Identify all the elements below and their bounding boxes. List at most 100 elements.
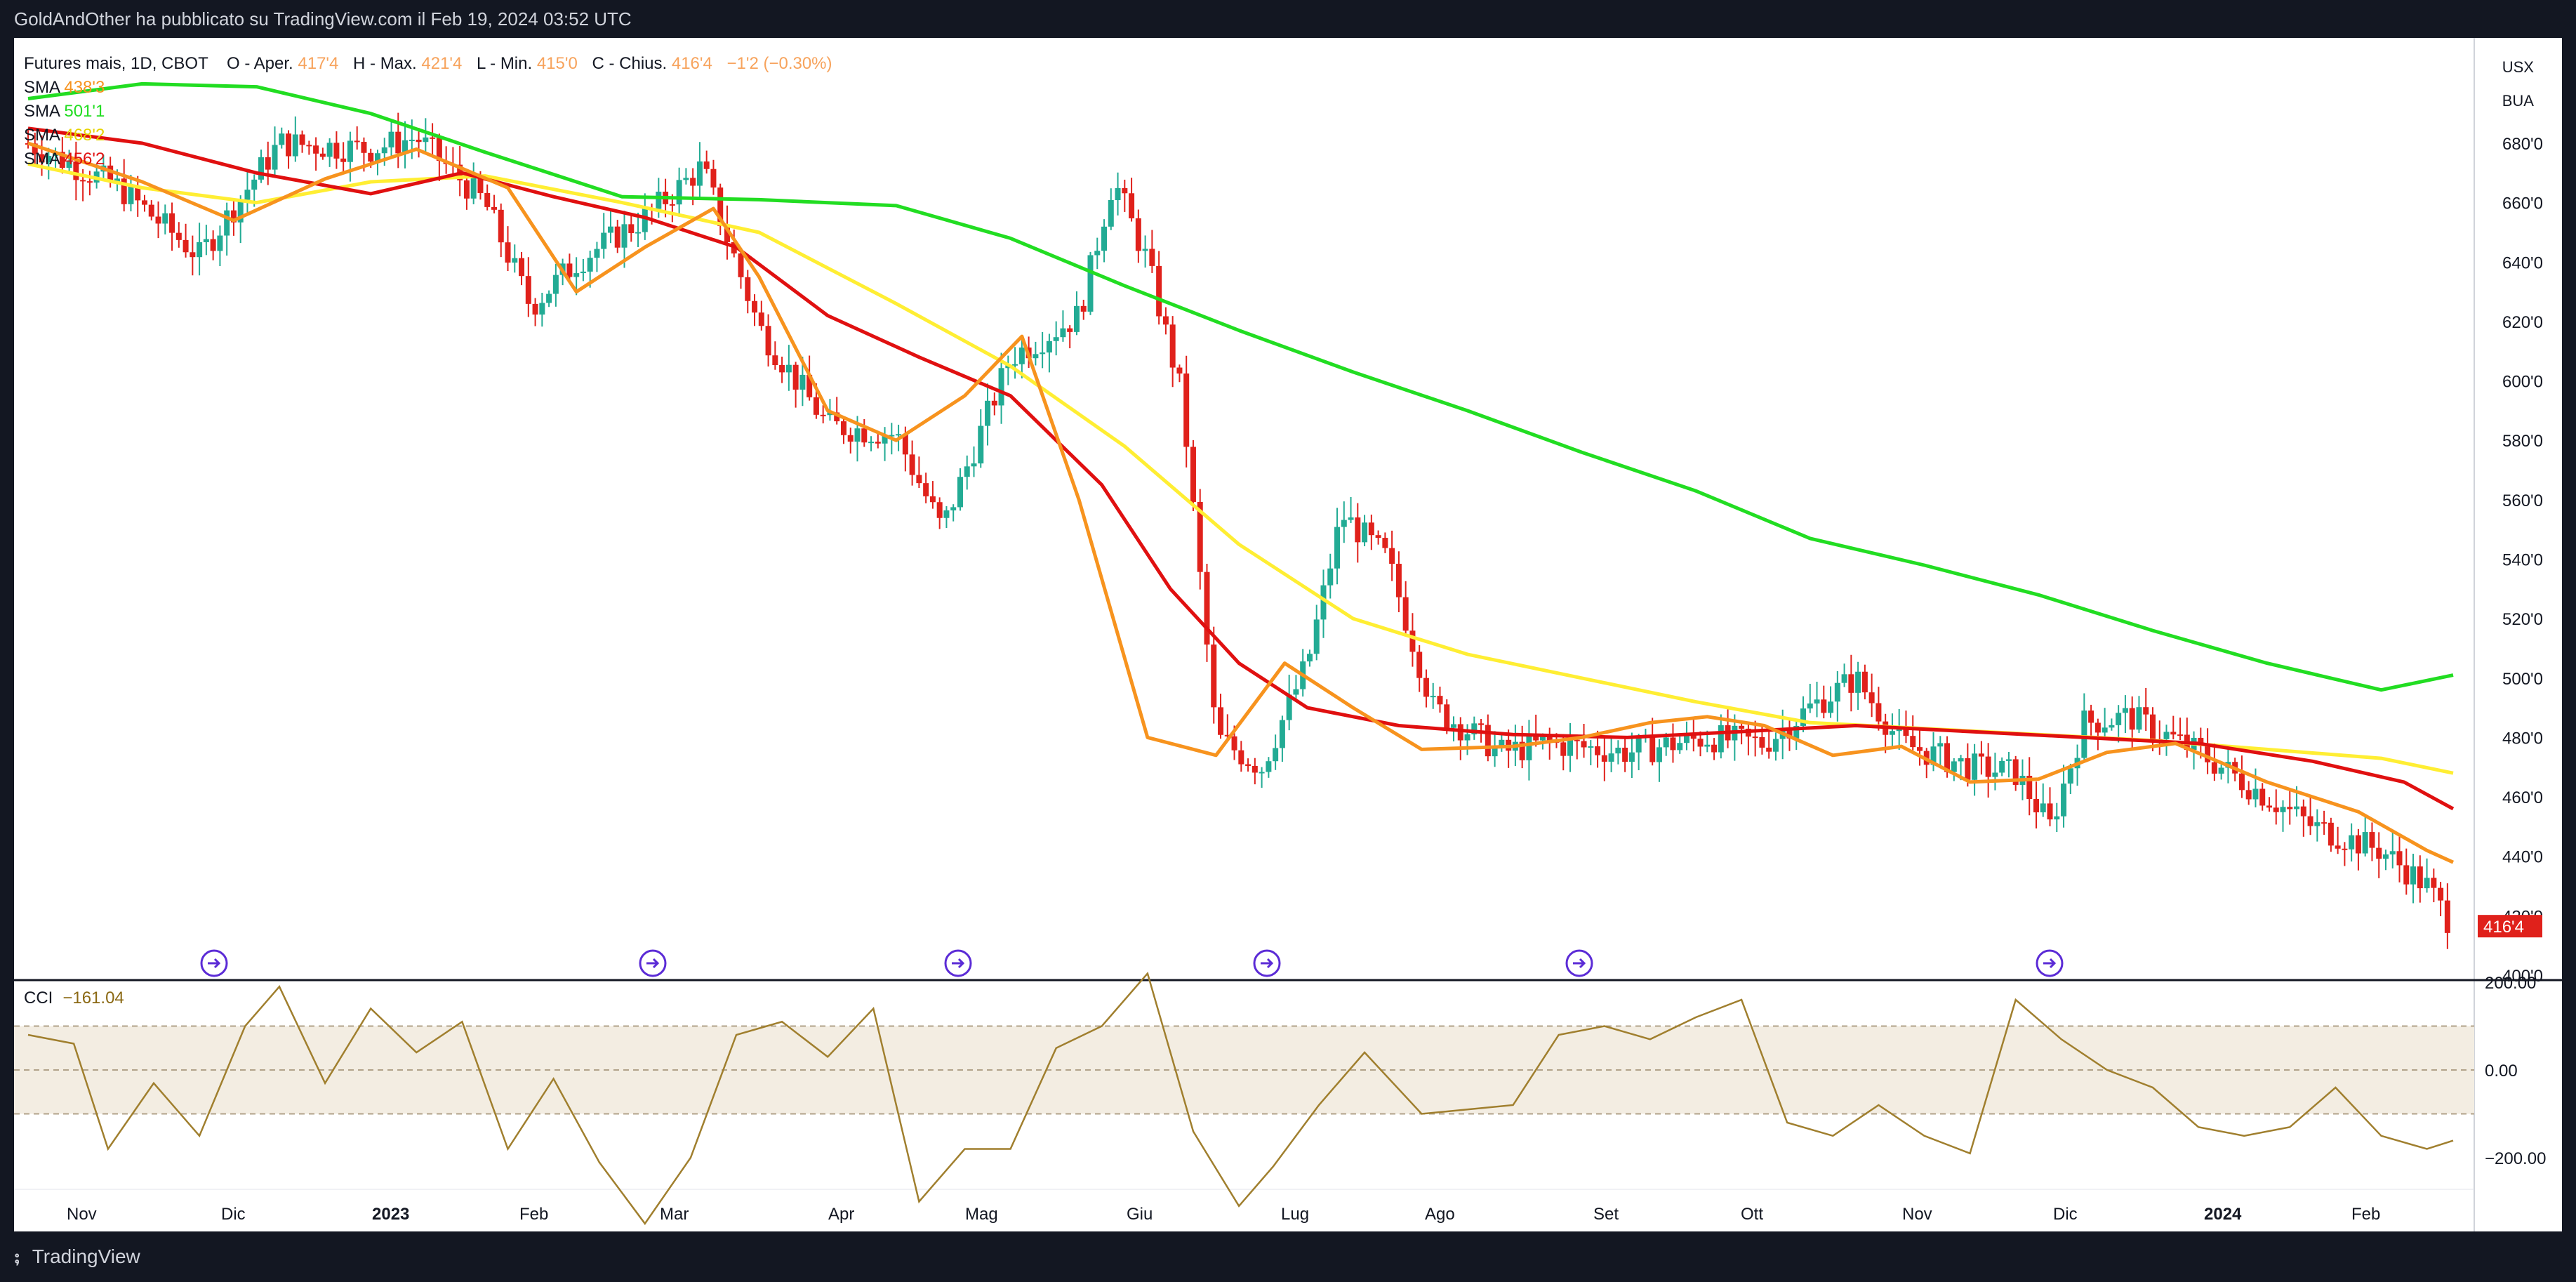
sma-label: SMA (24, 102, 60, 121)
candle-body (210, 239, 216, 251)
event-marker-arrow (952, 958, 965, 969)
candle-body (868, 442, 875, 444)
candle-body (1539, 736, 1546, 741)
candle-body (1451, 724, 1457, 728)
candle-body (792, 364, 799, 390)
candle-body (190, 252, 196, 258)
candle-body (1190, 447, 1196, 502)
sma-row-1[interactable]: SMA 438'3 (24, 76, 832, 100)
candle-body (272, 145, 278, 170)
candle-body (1053, 337, 1059, 341)
candle-body (1560, 742, 1567, 756)
currency-sub[interactable]: BUA (2502, 92, 2534, 110)
time-tick-label: Mag (965, 1205, 998, 1224)
tradingview-logo-icon[interactable]: ⨟ (14, 1245, 20, 1267)
candle-body (2143, 707, 2149, 715)
candle-body (80, 180, 86, 182)
candle-body (607, 226, 613, 233)
event-marker-arrow (2043, 958, 2057, 969)
candle-body (2238, 773, 2245, 791)
candle-body (1478, 723, 1485, 725)
sma-row-4[interactable]: SMA 456'2 (24, 147, 832, 171)
candle-body (2054, 816, 2060, 820)
candle-body (2300, 806, 2306, 817)
candle-body (690, 178, 696, 186)
candle-body (1546, 736, 1553, 741)
candle-body (2094, 722, 2101, 733)
candle-body (1389, 548, 1395, 564)
close-value: 416'4 (671, 54, 712, 73)
sma-row-2[interactable]: SMA 501'1 (24, 100, 832, 124)
price-tick-label: 460'0 (2502, 788, 2543, 807)
event-marker-icon[interactable] (1565, 949, 1593, 977)
candle-body (1073, 305, 1080, 332)
candle-body (1197, 501, 1203, 572)
candle-body (621, 224, 628, 248)
candle-body (39, 154, 45, 163)
event-marker-icon[interactable] (1253, 949, 1281, 977)
candle-body (1937, 743, 1944, 747)
event-marker-arrow (1261, 958, 1274, 969)
candle-body (1841, 674, 1847, 683)
candle-body (32, 143, 38, 154)
candle-body (1368, 522, 1374, 536)
candle-body (1910, 736, 1916, 748)
candle-body (779, 364, 785, 373)
candle-body (2259, 788, 2266, 806)
candle-body (669, 204, 675, 206)
candle-body (2362, 832, 2368, 854)
candle-body (1499, 739, 1505, 746)
candle-body (1211, 645, 1217, 708)
candle-body (368, 152, 374, 162)
candle-body (601, 232, 607, 249)
candle-body (1739, 725, 1745, 729)
candle-body (46, 156, 52, 163)
currency-selector[interactable]: USX BUA (2502, 51, 2534, 118)
candle-body (2389, 851, 2396, 854)
candle-body (2081, 711, 2087, 758)
high-label: H - Max. (353, 54, 417, 73)
currency-unit[interactable]: USX (2502, 58, 2534, 76)
candle-body (2382, 854, 2389, 859)
sma-value: 468'2 (64, 126, 105, 145)
chart-canvas[interactable]: 680'0 660'0 640'0 620'0 600'0 580'0 560'0 540'0… (14, 38, 2562, 1231)
candle-body (1313, 619, 1320, 654)
candle-body (1615, 747, 1621, 754)
event-marker-arrow (646, 958, 660, 969)
event-marker-icon[interactable] (2036, 949, 2064, 977)
candle-body (237, 199, 244, 223)
candle-body (2005, 759, 2012, 761)
candle-body (1608, 753, 1614, 762)
chart-frame[interactable]: 680'0 660'0 640'0 620'0 600'0 580'0 560'0 540'0… (14, 38, 2562, 1231)
cci-line (27, 971, 2454, 1225)
candle-body (1142, 249, 1148, 251)
event-marker-icon[interactable] (639, 949, 667, 977)
candle-body (1094, 251, 1101, 256)
candle-body (319, 153, 326, 157)
brand-name[interactable]: TradingView (32, 1245, 140, 1267)
candle-body (2047, 803, 2053, 820)
event-marker-icon[interactable] (944, 949, 972, 977)
candle-body (2026, 776, 2033, 800)
candle-body (251, 179, 258, 190)
time-tick-label: 2023 (372, 1205, 409, 1224)
candle-body (785, 364, 792, 373)
sma50-line (27, 126, 2455, 811)
price-tick-label: 560'0 (2502, 491, 2543, 510)
candle-body (539, 303, 545, 315)
candle-body (628, 224, 635, 233)
candle-body (738, 253, 744, 277)
candle-body (162, 213, 168, 224)
candle-body (1519, 741, 1525, 760)
chart-legend: Futures mais, 1D, CBOT O - Aper. 417'4 H… (24, 52, 832, 171)
sma-row-3[interactable]: SMA 468'2 (24, 124, 832, 147)
candle-body (1018, 348, 1025, 364)
price-tick-label: 600'0 (2502, 373, 2543, 392)
candle-body (505, 242, 511, 263)
candle-body (1628, 752, 1635, 762)
candle-body (2109, 725, 2115, 728)
candle-body (1279, 720, 1285, 748)
event-marker-icon[interactable] (200, 949, 228, 977)
candle-body (1711, 744, 1718, 753)
candle-body (1355, 517, 1361, 543)
